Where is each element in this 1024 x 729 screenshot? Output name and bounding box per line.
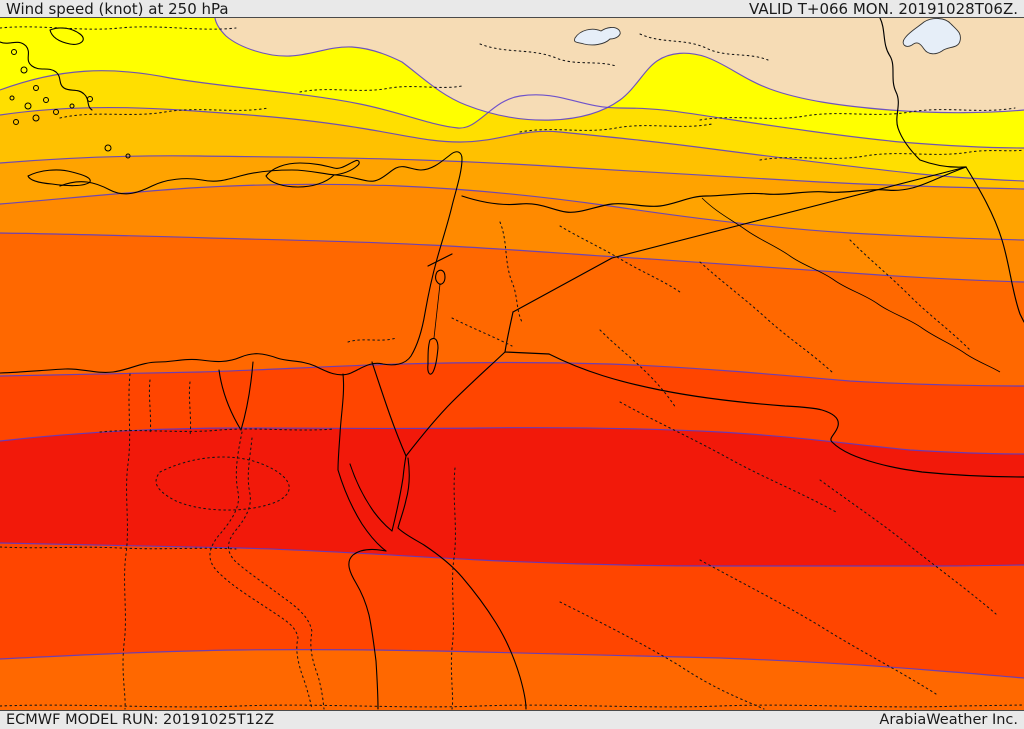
jordan-saudi-border [405,351,506,457]
country-borders [371,18,1024,478]
aegean-islands [9,49,131,159]
header-bar: Wind speed (knot) at 250 hPa VALID T+066… [0,0,1024,18]
band-orange-red-lower [0,649,1024,710]
jordan-river [433,283,441,339]
nile-valley-east-dotted [227,437,325,710]
iraq-iran-border [965,166,1024,323]
nile-delta-branch-east [240,361,254,431]
dead-sea-outline [427,337,439,375]
lakes [574,18,961,55]
isotach-line [0,361,1024,387]
map-title: Wind speed (knot) at 250 hPa [6,0,229,18]
band-cream [215,18,1024,121]
african-red-sea-coastline [348,548,387,710]
isotach-line [0,542,1024,567]
nile-delta-branch-west [218,369,242,431]
isotach-line [214,18,1024,121]
wind-speed-map [0,18,1024,710]
suez-canal [337,373,345,471]
isotach-line [0,155,1024,190]
jordan-iraq-border [512,257,613,313]
sea-of-galilee-outline [435,269,446,285]
keban-reservoir-lake [574,27,621,46]
isotach-line [0,232,1024,283]
lake-van [902,18,961,55]
gulf-of-suez-west-shore [337,469,387,552]
admin-borders-dotted [0,26,1024,710]
graticule-bottom-dotted [0,704,1024,708]
isotach-line [0,106,1024,182]
model-run-label: ECMWF MODEL RUN: 20191025T12Z [6,712,275,728]
isotach-contour-lines [0,18,1024,679]
egypt-israel-border [371,361,407,457]
footer-bar: ECMWF MODEL RUN: 20191025T12Z ArabiaWeat… [0,710,1024,729]
turkey-syria-border [461,166,967,213]
valid-time-label: VALID T+066 MON. 20191028T06Z. [749,0,1018,18]
coastlines [0,27,527,710]
lebanon-border [427,253,453,267]
nile-valley-west-dotted [209,431,313,710]
turkey-east-borders [879,18,967,168]
isotach-line [0,70,1024,149]
gulf-of-aqaba-west-shore [391,455,407,532]
syria-iraq-border [611,166,967,259]
isotach-line [0,183,1024,241]
gulf-of-aqaba-east-saudi-red-sea-coastline [397,457,527,710]
aegean-turkish-west-coastline [0,41,93,111]
iraq-saudi-border [548,353,1024,478]
cyprus-coastline [265,159,360,188]
euphrates-river [701,197,1001,373]
brand-label: ArabiaWeather Inc. [879,712,1018,728]
gulf-of-suez-east-shore [349,463,393,532]
isotach-line [0,427,1024,455]
mediterranean-levant-egypt-coastline [0,151,463,376]
isotach-line [0,649,1024,679]
wind-speed-bands [0,18,1024,710]
crete-coastline [27,169,91,187]
